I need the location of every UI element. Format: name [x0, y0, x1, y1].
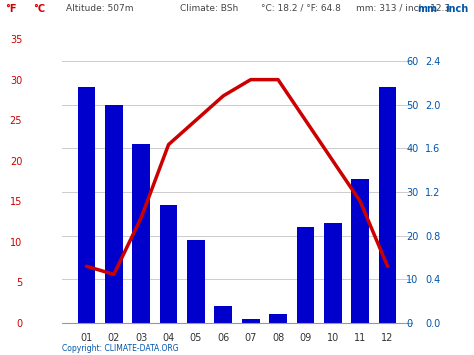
Bar: [379, 87, 396, 323]
Bar: [324, 223, 342, 323]
Bar: [187, 240, 205, 323]
Bar: [297, 227, 314, 323]
Text: °C: °C: [33, 4, 46, 13]
Text: Copyright: CLIMATE-DATA.ORG: Copyright: CLIMATE-DATA.ORG: [62, 344, 178, 353]
Text: °C: 18.2 / °F: 64.8: °C: 18.2 / °F: 64.8: [261, 4, 341, 12]
Text: Climate: BSh: Climate: BSh: [180, 4, 238, 12]
Text: °F: °F: [5, 4, 16, 13]
Bar: [132, 144, 150, 323]
Bar: [78, 87, 95, 323]
Bar: [269, 314, 287, 323]
Bar: [160, 205, 177, 323]
Bar: [351, 179, 369, 323]
Text: inch: inch: [446, 4, 469, 13]
Text: mm: 313 / inch: 12.3: mm: 313 / inch: 12.3: [356, 4, 450, 12]
Bar: [105, 105, 123, 323]
Text: Altitude: 507m: Altitude: 507m: [66, 4, 134, 12]
Bar: [242, 319, 260, 323]
Bar: [214, 306, 232, 323]
Text: mm: mm: [417, 4, 437, 13]
